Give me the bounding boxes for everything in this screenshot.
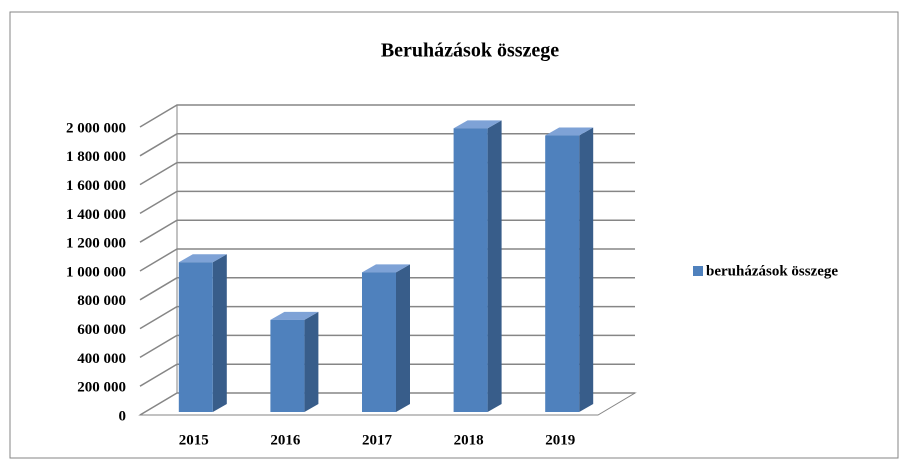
legend-swatch [693, 266, 703, 276]
bar-side [579, 127, 594, 413]
bar-side [487, 120, 502, 412]
x-tick-label: 2016 [270, 432, 301, 448]
bar-side [396, 264, 410, 412]
y-tick-label: 200 000 [77, 380, 126, 396]
bar [270, 311, 319, 412]
bar [178, 254, 227, 412]
y-tick-label: 400 000 [77, 351, 126, 367]
x-tick-label: 2017 [362, 432, 393, 448]
y-tick-label: 1 000 000 [66, 264, 126, 280]
bar-side [212, 254, 227, 412]
y-tick-label: 0 [119, 408, 127, 424]
bar [362, 264, 410, 412]
y-tick-label: 1 800 000 [66, 149, 126, 165]
y-tick-label: 1 400 000 [66, 207, 126, 223]
bar-top [362, 264, 410, 273]
bar-front [178, 262, 213, 412]
y-tick-label: 1 200 000 [66, 236, 126, 252]
bar-front [453, 128, 488, 412]
chart-title: Beruházások összege [381, 40, 559, 62]
y-tick-label: 800 000 [77, 293, 126, 309]
bar-top [545, 127, 594, 136]
grid-line [139, 104, 635, 128]
bar [545, 127, 594, 413]
x-tick-label: 2019 [545, 432, 575, 448]
bar-front [362, 272, 396, 412]
x-tick-label: 2015 [179, 432, 209, 448]
bar-top [270, 311, 319, 320]
bar-top [453, 120, 502, 129]
bar [453, 120, 502, 412]
bar-front [545, 135, 580, 412]
bar-front [270, 319, 305, 412]
legend-label: beruházások összege [706, 263, 838, 279]
y-tick-label: 2 000 000 [66, 120, 126, 136]
y-tick-label: 1 600 000 [66, 178, 126, 194]
x-tick-label: 2018 [454, 432, 484, 448]
y-tick-label: 600 000 [77, 322, 126, 338]
bar-top [178, 254, 227, 263]
bar-side [304, 311, 319, 412]
